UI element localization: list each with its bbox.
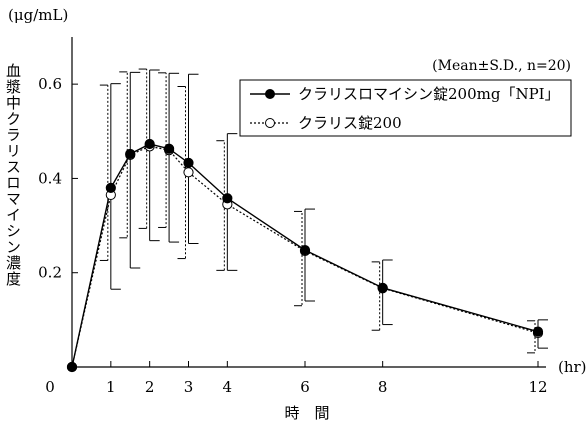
- x-tick-label: 8: [378, 378, 388, 396]
- x-axis-unit: (hr): [558, 358, 586, 376]
- x-tick-label: 6: [300, 378, 310, 396]
- series-npi: [71, 69, 548, 368]
- legend-marker-clarith: [265, 118, 275, 128]
- legend: クラリスロマイシン錠200mg「NPI」 クラリス錠200: [239, 79, 572, 137]
- legend-box: [239, 79, 572, 137]
- data-point-npi: [299, 244, 311, 256]
- data-point-npi: [163, 143, 175, 154]
- y-axis-unit: (μg/mL): [8, 6, 68, 24]
- y-tick-label: 0.4: [38, 169, 62, 187]
- series-line-clarith: [71, 145, 539, 368]
- x-tick-label: 3: [184, 378, 194, 396]
- markers-npi: [66, 138, 544, 373]
- y-axis-title: 血漿中クラリスロマイシン濃度: [4, 63, 22, 287]
- series-clarith: [71, 68, 539, 368]
- data-point-npi: [144, 138, 155, 150]
- x-tick-label: 1: [106, 378, 116, 396]
- axes: 0.20.40.60 1 2 3 4 6 8 12: [38, 37, 548, 396]
- x-axis-title: 時 間: [284, 404, 329, 422]
- y-tick-label: 0.6: [38, 75, 62, 93]
- data-point-clarith: [183, 167, 194, 178]
- x-tick-label: 2: [145, 378, 155, 396]
- x-tick-label: 0: [45, 378, 55, 396]
- legend-label-clarith: クラリス錠200: [298, 114, 402, 132]
- x-tick-label: 12: [528, 378, 547, 396]
- y-tick-label: 0.2: [38, 264, 62, 282]
- data-point-npi: [532, 326, 544, 337]
- stats-note: (Mean±S.D., n=20): [432, 58, 571, 74]
- data-point-npi: [222, 193, 233, 204]
- x-tick-label: 4: [223, 378, 233, 396]
- data-point-npi: [183, 157, 194, 168]
- series-line-npi: [71, 143, 539, 368]
- legend-label-npi: クラリスロマイシン錠200mg「NPI」: [298, 85, 560, 103]
- series-layer: [66, 68, 548, 373]
- data-point-npi: [105, 182, 116, 193]
- data-point-npi: [377, 282, 388, 293]
- legend-marker-npi: [265, 89, 275, 99]
- data-point-npi: [66, 361, 78, 373]
- data-point-npi: [125, 148, 136, 160]
